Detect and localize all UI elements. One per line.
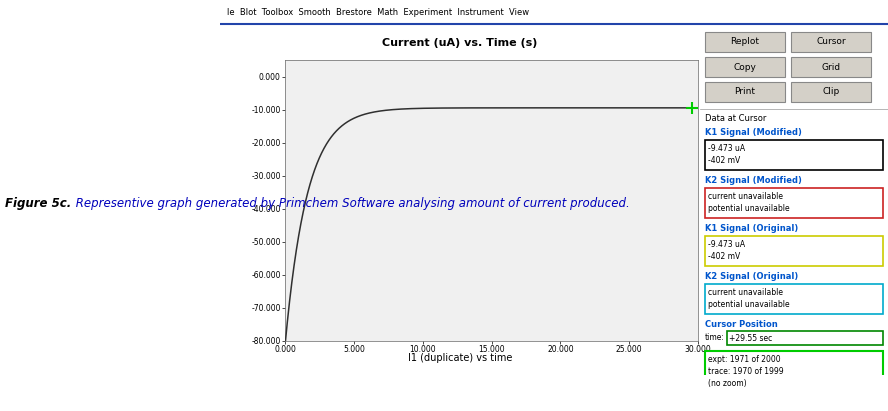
Text: (no zoom): (no zoom) — [708, 379, 747, 388]
Text: K1 Signal (Modified): K1 Signal (Modified) — [705, 128, 802, 137]
Bar — [791, 82, 871, 102]
Bar — [705, 82, 785, 102]
Text: Grid: Grid — [821, 62, 841, 72]
Text: Copy: Copy — [733, 62, 757, 72]
Text: current unavailable: current unavailable — [708, 192, 783, 201]
Text: potential unavailable: potential unavailable — [708, 300, 789, 309]
Text: Representive graph generated by Primchem Software analysing amount of current pr: Representive graph generated by Primchem… — [72, 196, 630, 210]
Text: Clip: Clip — [822, 88, 840, 97]
Text: Print: Print — [734, 88, 756, 97]
Text: le  Blot  Toolbox  Smooth  Brestore  Math  Experiment  Instrument  View: le Blot Toolbox Smooth Brestore Math Exp… — [226, 8, 529, 17]
Text: -402 mV: -402 mV — [708, 252, 741, 261]
Text: Data at Cursor: Data at Cursor — [705, 114, 766, 123]
Text: Replot: Replot — [731, 37, 759, 46]
Text: time:: time: — [705, 333, 725, 342]
Text: current unavailable: current unavailable — [708, 288, 783, 297]
Text: Current (uA) vs. Time (s): Current (uA) vs. Time (s) — [383, 38, 538, 48]
Bar — [705, 32, 785, 52]
Bar — [705, 284, 883, 314]
Bar — [727, 331, 883, 345]
Bar — [705, 236, 883, 266]
Text: Cursor Position: Cursor Position — [705, 320, 778, 329]
Text: +29.55 sec: +29.55 sec — [729, 334, 773, 343]
Text: potential unavailable: potential unavailable — [708, 204, 789, 213]
Text: Cursor: Cursor — [816, 37, 845, 46]
Text: K2 Signal (Original): K2 Signal (Original) — [705, 272, 798, 281]
Bar — [791, 32, 871, 52]
Text: I1 (duplicate) vs time: I1 (duplicate) vs time — [408, 353, 512, 363]
Bar — [705, 188, 883, 218]
Bar — [705, 140, 883, 170]
Bar — [791, 57, 871, 77]
Text: K2 Signal (Modified): K2 Signal (Modified) — [705, 176, 802, 185]
Text: trace: 1970 of 1999: trace: 1970 of 1999 — [708, 367, 783, 376]
Text: -9.473 uA: -9.473 uA — [708, 144, 745, 153]
Bar — [705, 57, 785, 77]
Text: Figure 5c.: Figure 5c. — [5, 196, 71, 210]
Text: -402 mV: -402 mV — [708, 156, 741, 165]
Text: K1 Signal (Original): K1 Signal (Original) — [705, 224, 798, 233]
Bar — [705, 351, 883, 387]
Text: expt: 1971 of 2000: expt: 1971 of 2000 — [708, 355, 781, 364]
Text: -9.473 uA: -9.473 uA — [708, 240, 745, 249]
